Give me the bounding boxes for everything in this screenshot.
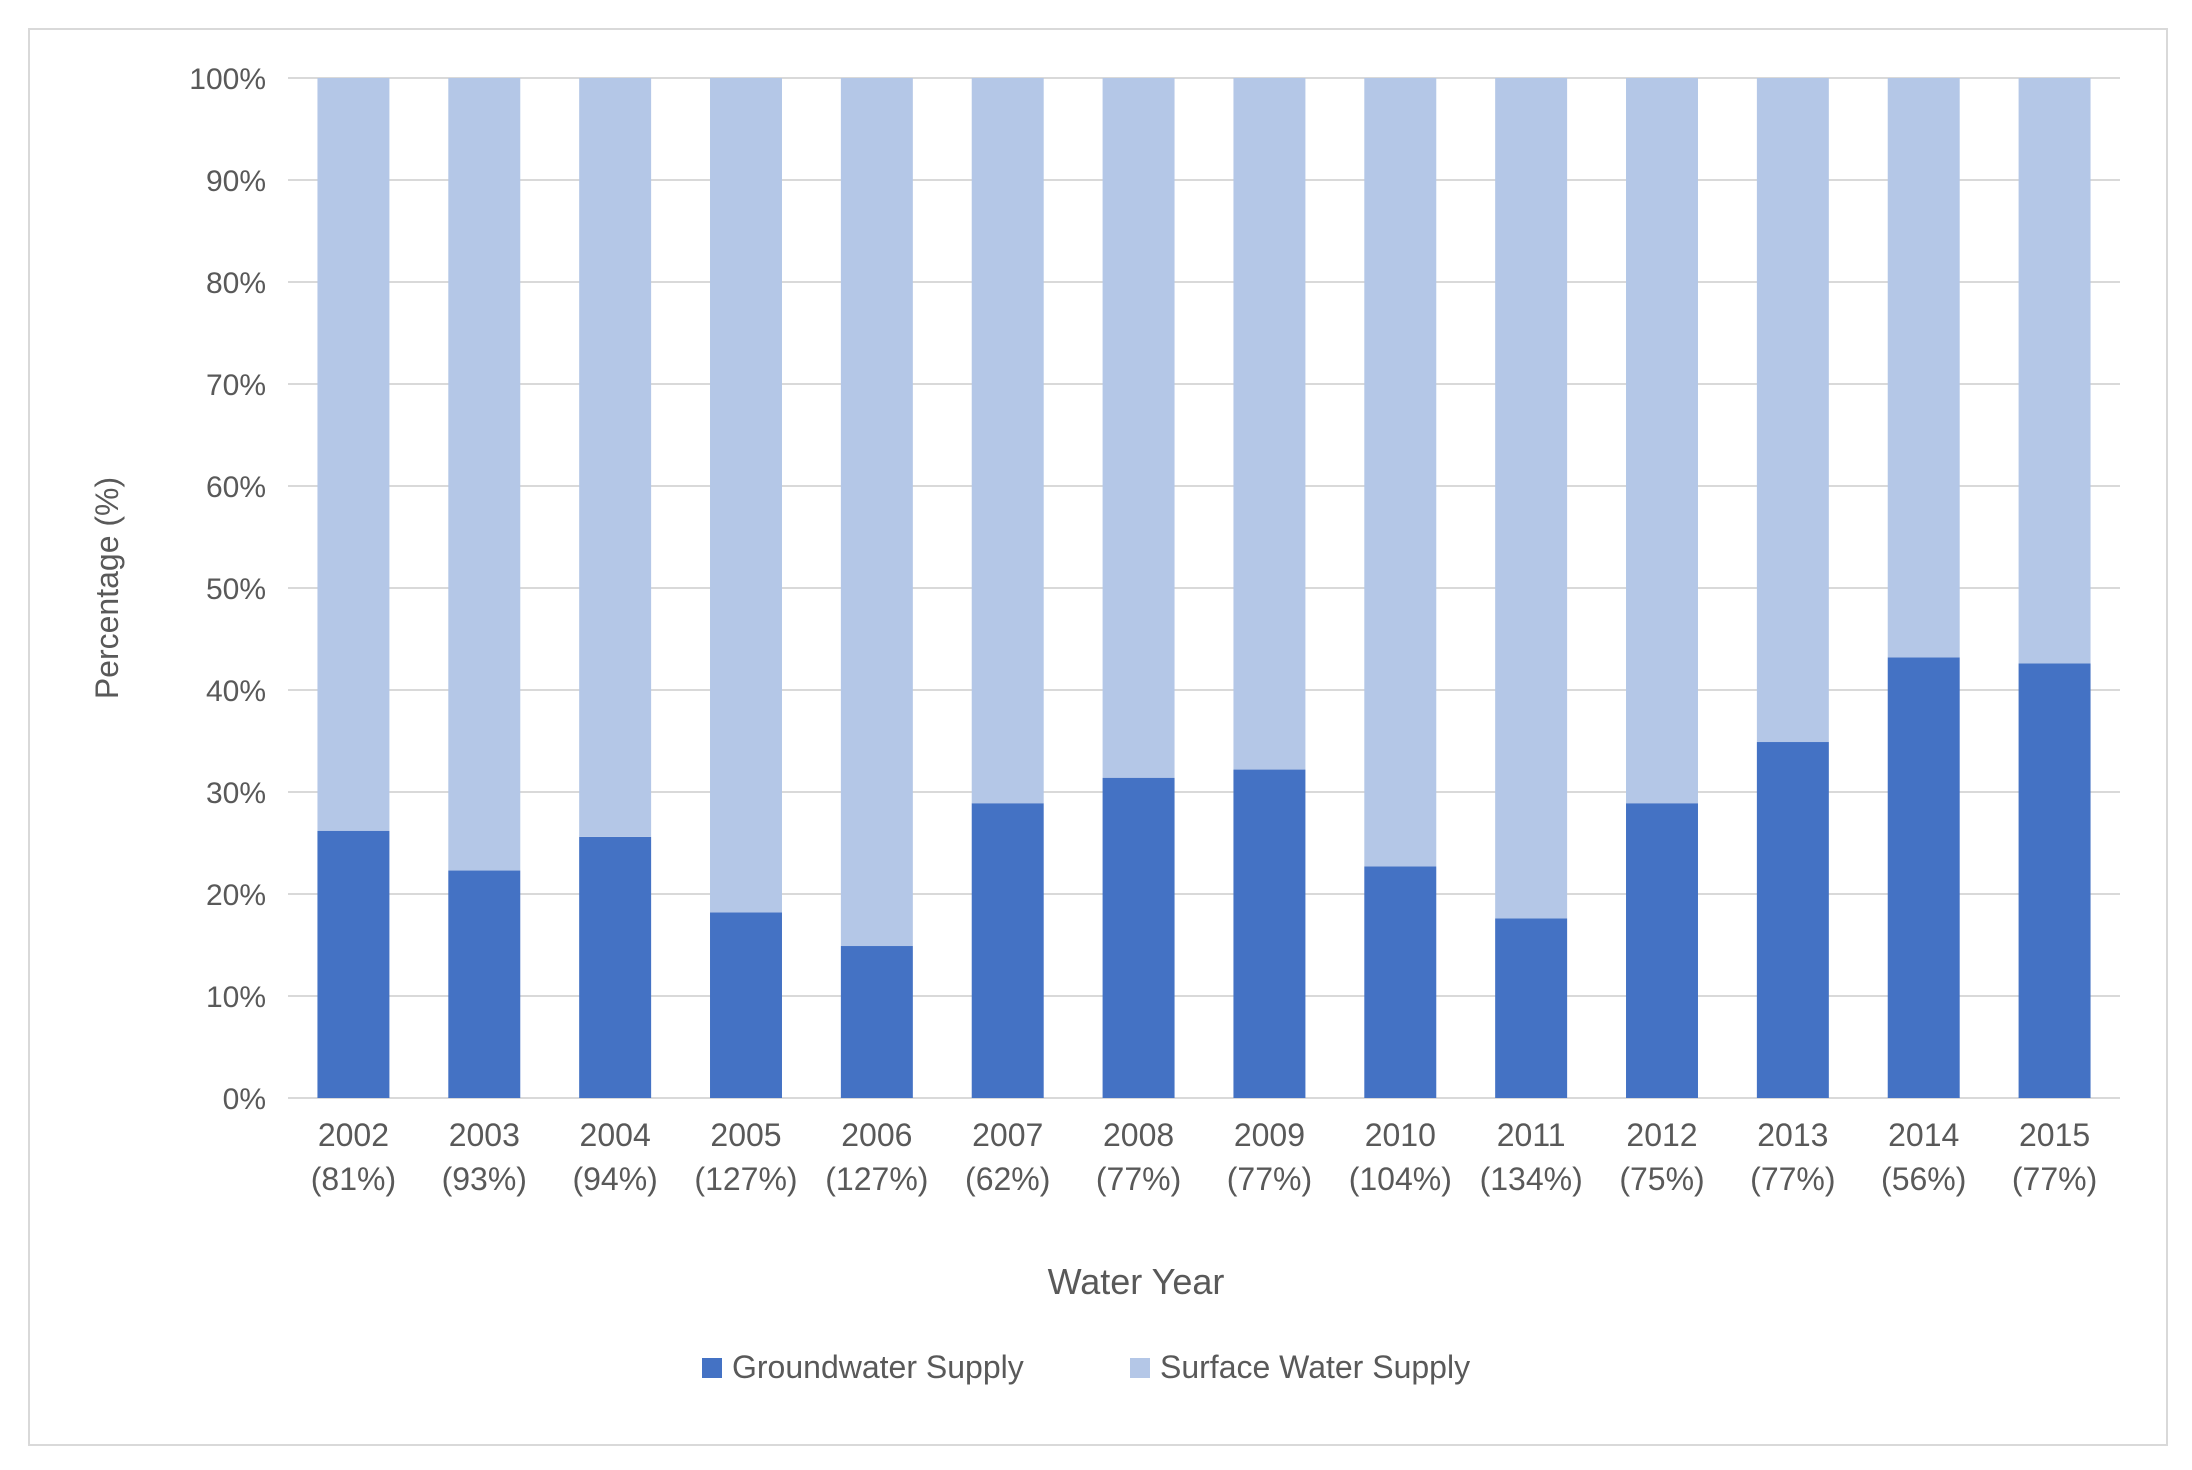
y-axis-label: Percentage (%) xyxy=(89,477,125,699)
bar-2003-groundwater xyxy=(448,870,521,1098)
y-tick-label: 90% xyxy=(206,165,266,198)
x-tick-label-percent: (127%) xyxy=(825,1161,928,1197)
bar-2008-surface-water xyxy=(1102,78,1175,778)
y-tick-label: 80% xyxy=(206,267,266,300)
bar-2012-groundwater xyxy=(1626,803,1698,1098)
legend-swatch-surface-water xyxy=(1130,1358,1150,1378)
x-tick-label-percent: (134%) xyxy=(1480,1161,1583,1197)
x-tick-label-year: 2008 xyxy=(1103,1117,1174,1153)
bars xyxy=(317,78,2091,1098)
x-tick-label-year: 2015 xyxy=(2019,1117,2090,1153)
y-tick-label: 100% xyxy=(189,63,266,96)
x-tick-label-percent: (94%) xyxy=(572,1161,657,1197)
x-tick-label-percent: (56%) xyxy=(1881,1161,1966,1197)
x-tick-label-percent: (77%) xyxy=(1096,1161,1181,1197)
gridlines xyxy=(288,77,2120,1099)
bar-2005-groundwater xyxy=(710,912,782,1098)
x-tick-label-percent: (104%) xyxy=(1349,1161,1452,1197)
y-tick-label: 60% xyxy=(206,471,266,504)
y-tick-label: 10% xyxy=(206,981,266,1014)
bar-2015-surface-water xyxy=(2018,78,2091,664)
bar-2012-surface-water xyxy=(1626,78,1698,804)
y-tick-label: 30% xyxy=(206,777,266,810)
x-tick-label-year: 2007 xyxy=(972,1117,1043,1153)
x-tick-label-year: 2006 xyxy=(841,1117,912,1153)
legend-swatch-groundwater xyxy=(702,1358,722,1378)
bar-2014-groundwater xyxy=(1887,657,1960,1098)
bar-2015-groundwater xyxy=(2018,663,2091,1098)
bar-2002-groundwater xyxy=(317,830,390,1098)
x-tick-label-year: 2014 xyxy=(1888,1117,1959,1153)
bar-2008-groundwater xyxy=(1102,777,1175,1098)
bar-2007-surface-water xyxy=(971,78,1044,804)
x-tick-label-percent: (75%) xyxy=(1619,1161,1704,1197)
x-axis-tick-labels: 2002 (81%) 2003 (93%) 2004 (94%) 2005 (127%) 200… xyxy=(311,1117,2098,1197)
bar-2011-groundwater xyxy=(1495,918,1568,1098)
bar-2004-groundwater xyxy=(579,836,652,1098)
bar-2003-surface-water xyxy=(448,78,521,871)
legend: Groundwater Supply Surface Water Supply xyxy=(702,1349,1470,1385)
x-tick-label-year: 2005 xyxy=(710,1117,781,1153)
bar-2011-surface-water xyxy=(1495,78,1568,919)
x-axis-label: Water Year xyxy=(1048,1261,1225,1302)
bar-2010-surface-water xyxy=(1364,78,1437,867)
x-tick-label-year: 2011 xyxy=(1497,1117,1566,1153)
x-tick-label-percent: (77%) xyxy=(2012,1161,2097,1197)
chart-frame: 0% 10% 20% 30% 40% 50% 60% 70% 80% 90% 100% 2002 (8… xyxy=(28,28,2168,1446)
bar-2006-groundwater xyxy=(840,946,913,1098)
x-tick-label-year: 2003 xyxy=(449,1117,520,1153)
bar-2014-surface-water xyxy=(1887,78,1960,658)
x-tick-label-percent: (77%) xyxy=(1750,1161,1835,1197)
bar-2009-surface-water xyxy=(1233,78,1306,770)
y-tick-label: 50% xyxy=(206,573,266,606)
y-tick-label: 0% xyxy=(223,1083,266,1116)
y-axis-tick-labels: 0% 10% 20% 30% 40% 50% 60% 70% 80% 90% 100% xyxy=(189,63,266,1116)
y-tick-label: 20% xyxy=(206,879,266,912)
bar-2013-groundwater xyxy=(1756,742,1829,1098)
x-tick-label-year: 2009 xyxy=(1234,1117,1305,1153)
x-tick-label-percent: (77%) xyxy=(1227,1161,1312,1197)
bar-2009-groundwater xyxy=(1233,769,1306,1098)
bar-2005-surface-water xyxy=(710,78,782,913)
legend-label-surface-water: Surface Water Supply xyxy=(1160,1349,1470,1385)
bar-2002-surface-water xyxy=(317,78,390,831)
bar-2007-groundwater xyxy=(971,803,1044,1098)
x-tick-label-percent: (127%) xyxy=(694,1161,797,1197)
stacked-bar-chart: 0% 10% 20% 30% 40% 50% 60% 70% 80% 90% 100% 2002 (8… xyxy=(89,63,2120,1385)
x-tick-label-percent: (93%) xyxy=(442,1161,527,1197)
y-tick-label: 70% xyxy=(206,369,266,402)
x-tick-label-year: 2004 xyxy=(580,1117,651,1153)
x-tick-label-year: 2002 xyxy=(318,1117,389,1153)
x-tick-label-percent: (81%) xyxy=(311,1161,396,1197)
bar-2010-groundwater xyxy=(1364,866,1437,1098)
legend-label-groundwater: Groundwater Supply xyxy=(732,1349,1024,1385)
x-tick-label-percent: (62%) xyxy=(965,1161,1050,1197)
bar-2013-surface-water xyxy=(1756,78,1829,743)
x-tick-label-year: 2010 xyxy=(1365,1117,1436,1153)
x-tick-label-year: 2013 xyxy=(1757,1117,1828,1153)
x-tick-label-year: 2012 xyxy=(1626,1117,1697,1153)
bar-2006-surface-water xyxy=(840,78,913,947)
y-tick-label: 40% xyxy=(206,675,266,708)
bar-2004-surface-water xyxy=(579,78,652,837)
